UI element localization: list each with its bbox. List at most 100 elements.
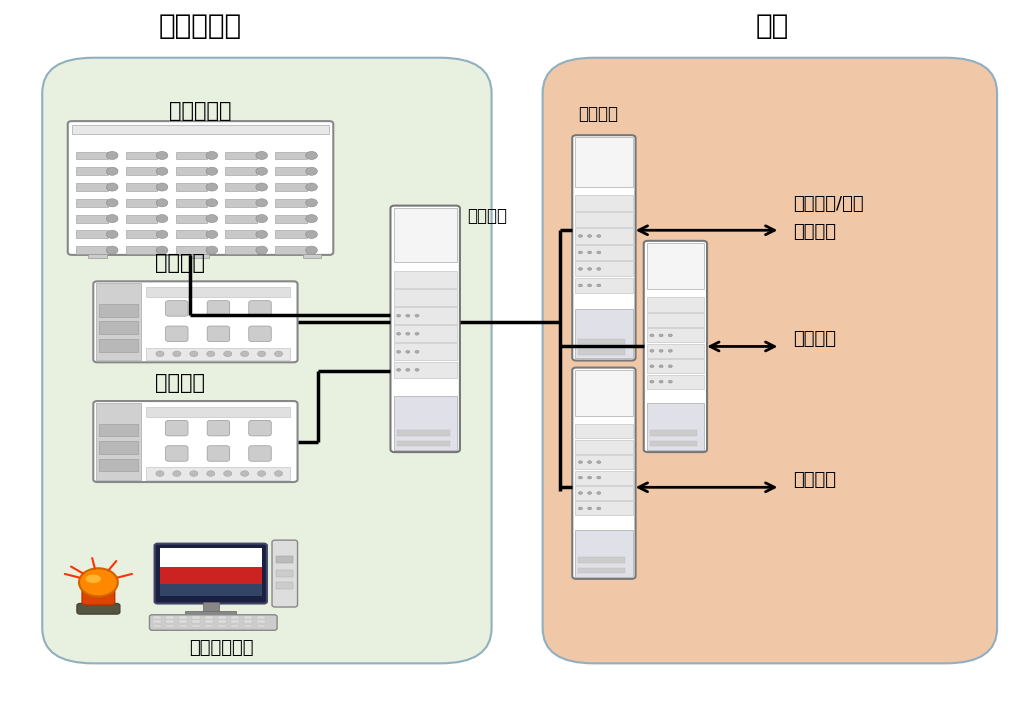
Circle shape [106, 168, 118, 175]
FancyBboxPatch shape [166, 421, 188, 436]
Circle shape [206, 199, 218, 207]
Circle shape [588, 284, 592, 287]
Text: 主操作卓: 主操作卓 [155, 253, 205, 274]
Bar [146, 407, 291, 416]
Bar [166, 621, 174, 623]
Circle shape [597, 491, 601, 494]
Circle shape [579, 491, 583, 494]
Bar [579, 557, 626, 563]
Text: 制御装置: 制御装置 [579, 105, 618, 123]
FancyBboxPatch shape [249, 421, 271, 436]
Circle shape [669, 365, 673, 368]
Circle shape [306, 151, 317, 160]
Circle shape [579, 251, 583, 254]
Bar [303, 255, 322, 259]
Circle shape [156, 351, 164, 356]
FancyBboxPatch shape [68, 121, 333, 255]
Bar [647, 404, 703, 450]
Bar [178, 617, 186, 619]
FancyBboxPatch shape [572, 135, 636, 361]
Bar [175, 230, 207, 238]
Bar [153, 621, 161, 623]
Bar [275, 230, 307, 238]
Circle shape [306, 168, 317, 175]
Bar [396, 431, 450, 436]
Circle shape [256, 151, 267, 160]
Circle shape [415, 351, 419, 354]
Bar [575, 440, 633, 454]
Circle shape [669, 380, 673, 383]
Bar [99, 339, 138, 352]
Circle shape [206, 246, 218, 255]
Circle shape [415, 315, 419, 317]
Text: 運用設備: 運用設備 [793, 223, 836, 241]
Bar [276, 583, 294, 590]
Bar [218, 621, 226, 623]
Circle shape [173, 471, 181, 477]
Circle shape [579, 267, 583, 270]
Bar [160, 584, 262, 597]
Circle shape [306, 183, 317, 191]
FancyBboxPatch shape [572, 368, 636, 579]
FancyBboxPatch shape [249, 300, 271, 316]
Bar [88, 255, 106, 259]
Bar [218, 624, 226, 627]
Bar [99, 322, 138, 334]
Text: 親局装置: 親局装置 [467, 207, 507, 225]
Bar [275, 215, 307, 223]
FancyBboxPatch shape [93, 281, 298, 362]
Circle shape [579, 507, 583, 510]
Circle shape [157, 246, 168, 255]
Circle shape [588, 251, 592, 254]
Circle shape [157, 199, 168, 207]
Circle shape [659, 365, 664, 368]
Circle shape [306, 230, 317, 238]
Bar [647, 243, 703, 289]
Bar [96, 403, 141, 480]
Text: 監視表示盤: 監視表示盤 [169, 100, 231, 120]
Bar [579, 349, 626, 355]
Circle shape [189, 351, 198, 356]
FancyBboxPatch shape [82, 588, 115, 605]
Bar [276, 556, 294, 563]
Bar [166, 624, 174, 627]
Bar [76, 246, 108, 254]
Bar [244, 624, 252, 627]
Bar [76, 215, 108, 223]
Circle shape [588, 477, 592, 479]
Circle shape [396, 351, 400, 354]
Circle shape [396, 368, 400, 371]
Circle shape [650, 380, 654, 383]
Bar [575, 370, 633, 416]
Circle shape [106, 246, 118, 255]
FancyBboxPatch shape [166, 445, 188, 461]
Bar [579, 339, 626, 344]
Circle shape [223, 351, 231, 356]
Bar [178, 621, 186, 623]
Bar [575, 228, 633, 243]
Circle shape [306, 215, 317, 223]
Text: 拠点: 拠点 [756, 12, 790, 40]
Circle shape [274, 351, 283, 356]
Bar [647, 313, 703, 327]
Bar [579, 568, 626, 573]
Bar [160, 548, 262, 567]
Bar [393, 208, 457, 262]
Bar [175, 199, 207, 206]
Bar [275, 168, 307, 175]
FancyBboxPatch shape [390, 206, 460, 452]
Bar [575, 137, 633, 187]
FancyBboxPatch shape [543, 58, 997, 663]
Circle shape [597, 235, 601, 238]
Bar [393, 289, 457, 306]
Circle shape [579, 284, 583, 287]
Bar [72, 125, 329, 134]
FancyBboxPatch shape [249, 445, 271, 461]
Bar [225, 230, 257, 238]
Bar [647, 359, 703, 373]
Bar [76, 183, 108, 191]
Bar [190, 255, 209, 259]
Bar [257, 624, 265, 627]
Circle shape [406, 368, 410, 371]
Bar [146, 467, 291, 480]
